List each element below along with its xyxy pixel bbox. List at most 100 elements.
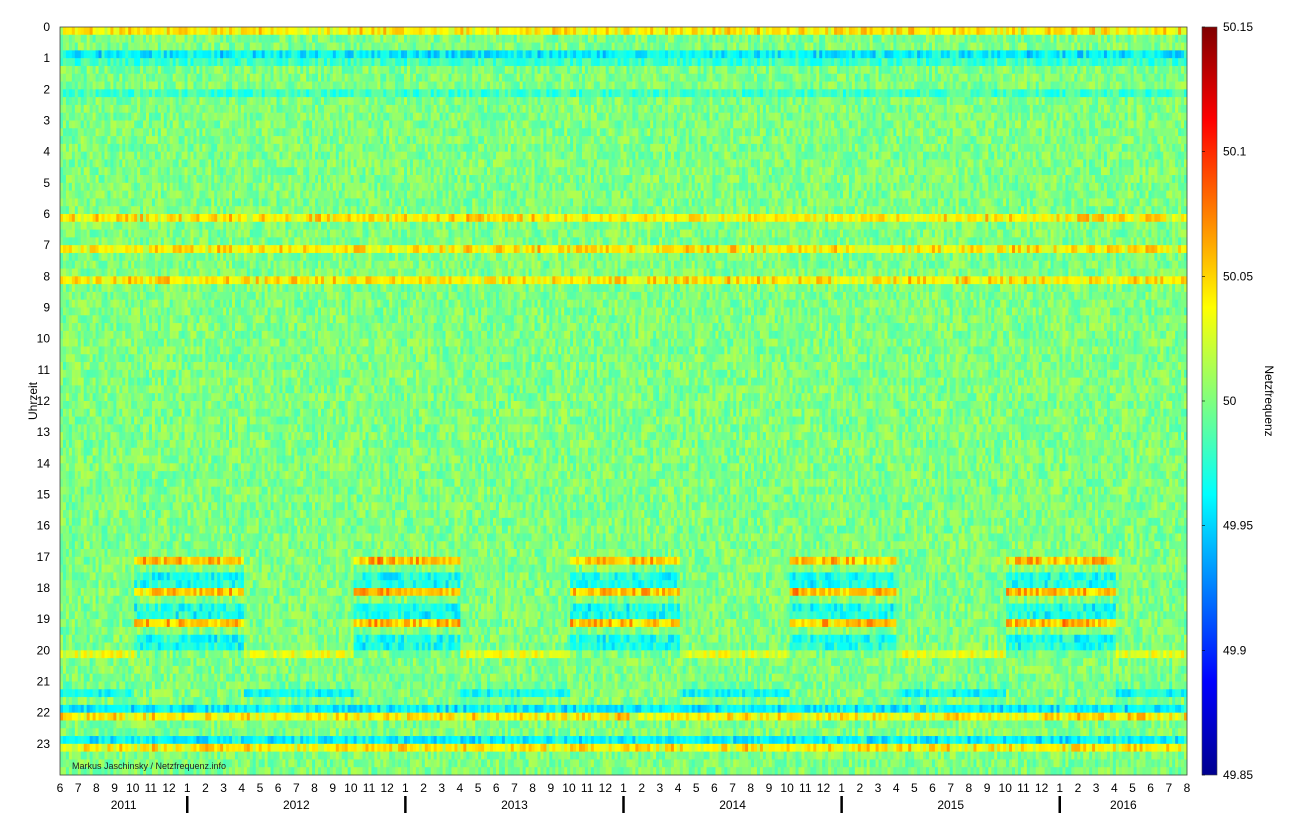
heatmap-cell bbox=[335, 73, 340, 82]
heatmap-cell bbox=[751, 50, 755, 59]
heatmap-cell bbox=[202, 112, 206, 121]
heatmap-cell bbox=[122, 97, 126, 106]
heatmap-cell bbox=[457, 89, 461, 98]
heatmap-cell bbox=[840, 34, 844, 43]
heatmap-cell bbox=[469, 104, 473, 114]
heatmap-cell bbox=[350, 112, 355, 121]
heatmap-cell bbox=[700, 42, 704, 51]
heatmap-cell bbox=[943, 81, 948, 90]
heatmap-cell bbox=[825, 81, 829, 90]
heatmap-cell bbox=[125, 73, 129, 82]
heatmap-cell bbox=[264, 27, 269, 36]
heatmap-cell bbox=[1103, 97, 1108, 106]
heatmap-cell bbox=[596, 42, 601, 51]
heatmap-cell bbox=[768, 112, 773, 121]
heatmap-cell bbox=[501, 50, 506, 59]
heatmap-cell bbox=[1074, 89, 1078, 98]
heatmap-cell bbox=[60, 128, 64, 137]
heatmap-cell bbox=[872, 27, 876, 36]
heatmap-cell bbox=[1169, 34, 1173, 43]
heatmap-cell bbox=[140, 89, 144, 98]
heatmap-cell bbox=[792, 120, 796, 129]
heatmap-cell bbox=[335, 34, 340, 43]
heatmap-cell bbox=[943, 42, 948, 51]
heatmap-cell bbox=[611, 34, 616, 43]
heatmap-cell bbox=[813, 50, 817, 59]
heatmap-cell bbox=[567, 97, 571, 106]
heatmap-cell bbox=[946, 120, 951, 129]
heatmap-cell bbox=[819, 89, 823, 98]
heatmap-cell bbox=[1014, 58, 1019, 67]
heatmap-cell bbox=[934, 104, 939, 114]
heatmap-cell bbox=[454, 89, 458, 98]
heatmap-cell bbox=[380, 65, 384, 75]
heatmap-cell bbox=[98, 104, 102, 114]
heatmap-cell bbox=[323, 81, 328, 90]
heatmap-cell bbox=[199, 27, 203, 36]
heatmap-cell bbox=[656, 112, 660, 121]
heatmap-cell bbox=[623, 89, 627, 98]
heatmap-cell bbox=[134, 81, 138, 90]
heatmap-cell bbox=[682, 81, 687, 90]
heatmap-cell bbox=[917, 104, 921, 114]
heatmap-cell bbox=[398, 27, 402, 36]
heatmap-cell bbox=[110, 128, 114, 137]
heatmap-cell bbox=[611, 97, 616, 106]
heatmap-cell bbox=[691, 27, 696, 36]
heatmap-cell bbox=[718, 73, 722, 82]
heatmap-cell bbox=[1098, 104, 1102, 114]
heatmap-cell bbox=[985, 120, 989, 129]
heatmap-cell bbox=[193, 65, 197, 75]
heatmap-cell bbox=[673, 34, 678, 43]
heatmap-cell bbox=[190, 58, 194, 67]
heatmap-cell bbox=[641, 73, 645, 82]
heatmap-cell bbox=[703, 120, 707, 129]
heatmap-cell bbox=[386, 42, 390, 51]
heatmap-cell bbox=[807, 27, 811, 36]
heatmap-cell bbox=[632, 120, 636, 129]
heatmap-cell bbox=[581, 97, 586, 106]
heatmap-cell bbox=[1071, 89, 1075, 98]
heatmap-cell bbox=[243, 34, 248, 43]
heatmap-cell bbox=[534, 97, 538, 106]
heatmap-cell bbox=[869, 58, 874, 67]
heatmap-cell bbox=[896, 104, 900, 114]
heatmap-cell bbox=[570, 27, 574, 36]
heatmap-cell bbox=[587, 97, 592, 106]
heatmap-cell bbox=[573, 34, 577, 43]
heatmap-cell bbox=[626, 42, 630, 51]
heatmap-cell bbox=[407, 81, 411, 90]
heatmap-cell bbox=[1074, 112, 1078, 121]
heatmap-cell bbox=[641, 58, 645, 67]
heatmap-cell bbox=[436, 89, 441, 98]
heatmap-cell bbox=[667, 27, 672, 36]
heatmap-cell bbox=[151, 73, 156, 82]
heatmap-cell bbox=[294, 27, 298, 36]
heatmap-cell bbox=[825, 73, 829, 82]
heatmap-cell bbox=[119, 73, 123, 82]
heatmap-cell bbox=[1023, 81, 1028, 90]
heatmap-cell bbox=[187, 128, 191, 137]
heatmap-cell bbox=[516, 50, 521, 59]
heatmap-cell bbox=[309, 27, 313, 36]
heatmap-cell bbox=[581, 104, 586, 114]
heatmap-cell bbox=[1006, 81, 1010, 90]
heatmap-cell bbox=[1148, 89, 1152, 98]
heatmap-cell bbox=[320, 81, 325, 90]
heatmap-cell bbox=[211, 34, 215, 43]
heatmap-cell bbox=[537, 104, 541, 114]
heatmap-cell bbox=[487, 81, 491, 90]
heatmap-cell bbox=[359, 42, 363, 51]
heatmap-cell bbox=[1026, 120, 1031, 129]
heatmap-cell bbox=[454, 97, 458, 106]
heatmap-cell bbox=[178, 42, 182, 51]
heatmap-cell bbox=[522, 65, 527, 75]
heatmap-cell bbox=[276, 50, 280, 59]
heatmap-cell bbox=[297, 58, 301, 67]
heatmap-cell bbox=[223, 50, 227, 59]
heatmap-cell bbox=[498, 34, 503, 43]
heatmap-cell bbox=[543, 120, 547, 129]
heatmap-cell bbox=[869, 89, 874, 98]
heatmap-cell bbox=[495, 97, 500, 106]
heatmap-cell bbox=[264, 112, 269, 121]
